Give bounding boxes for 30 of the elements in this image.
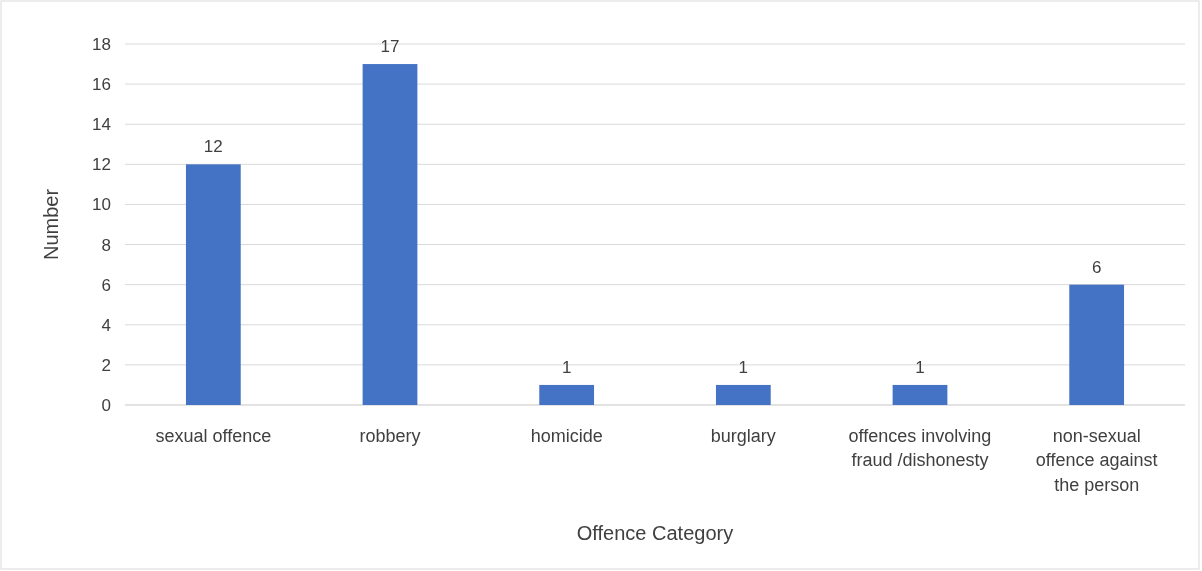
- y-tick-label: 12: [92, 155, 111, 175]
- bar: [892, 384, 948, 405]
- y-tick-label: 4: [101, 315, 111, 335]
- x-tick-label: offences involving fraud /dishonesty: [848, 426, 992, 471]
- data-label: 1: [915, 357, 925, 377]
- y-axis-title: Number: [40, 188, 62, 261]
- y-tick-label: 18: [92, 34, 111, 54]
- bar: [715, 384, 771, 405]
- data-label: 17: [380, 37, 400, 57]
- x-tick-label: burglary: [710, 426, 776, 446]
- y-tick-label: 14: [92, 115, 111, 135]
- x-tick-label: non-sexual offence against the person: [1035, 426, 1158, 495]
- data-label: 1: [561, 357, 572, 377]
- bar: [185, 164, 241, 405]
- y-tick-label: 6: [101, 275, 111, 295]
- y-tick-label: 2: [101, 355, 111, 375]
- y-tick-label: 0: [101, 395, 111, 415]
- data-label: 6: [1091, 257, 1102, 277]
- x-tick-label: sexual offence: [155, 426, 272, 446]
- data-label: 1: [738, 357, 749, 377]
- x-axis-title: Offence Category: [576, 522, 734, 544]
- x-tick-label: robbery: [359, 426, 421, 446]
- y-tick-label: 10: [92, 195, 111, 215]
- data-label: 12: [203, 137, 223, 157]
- bar: [362, 64, 418, 405]
- y-tick-label: 8: [101, 235, 111, 255]
- bar: [1069, 284, 1125, 405]
- y-tick-label: 16: [92, 75, 111, 95]
- bar: [539, 384, 595, 405]
- x-tick-label: homicide: [530, 426, 603, 446]
